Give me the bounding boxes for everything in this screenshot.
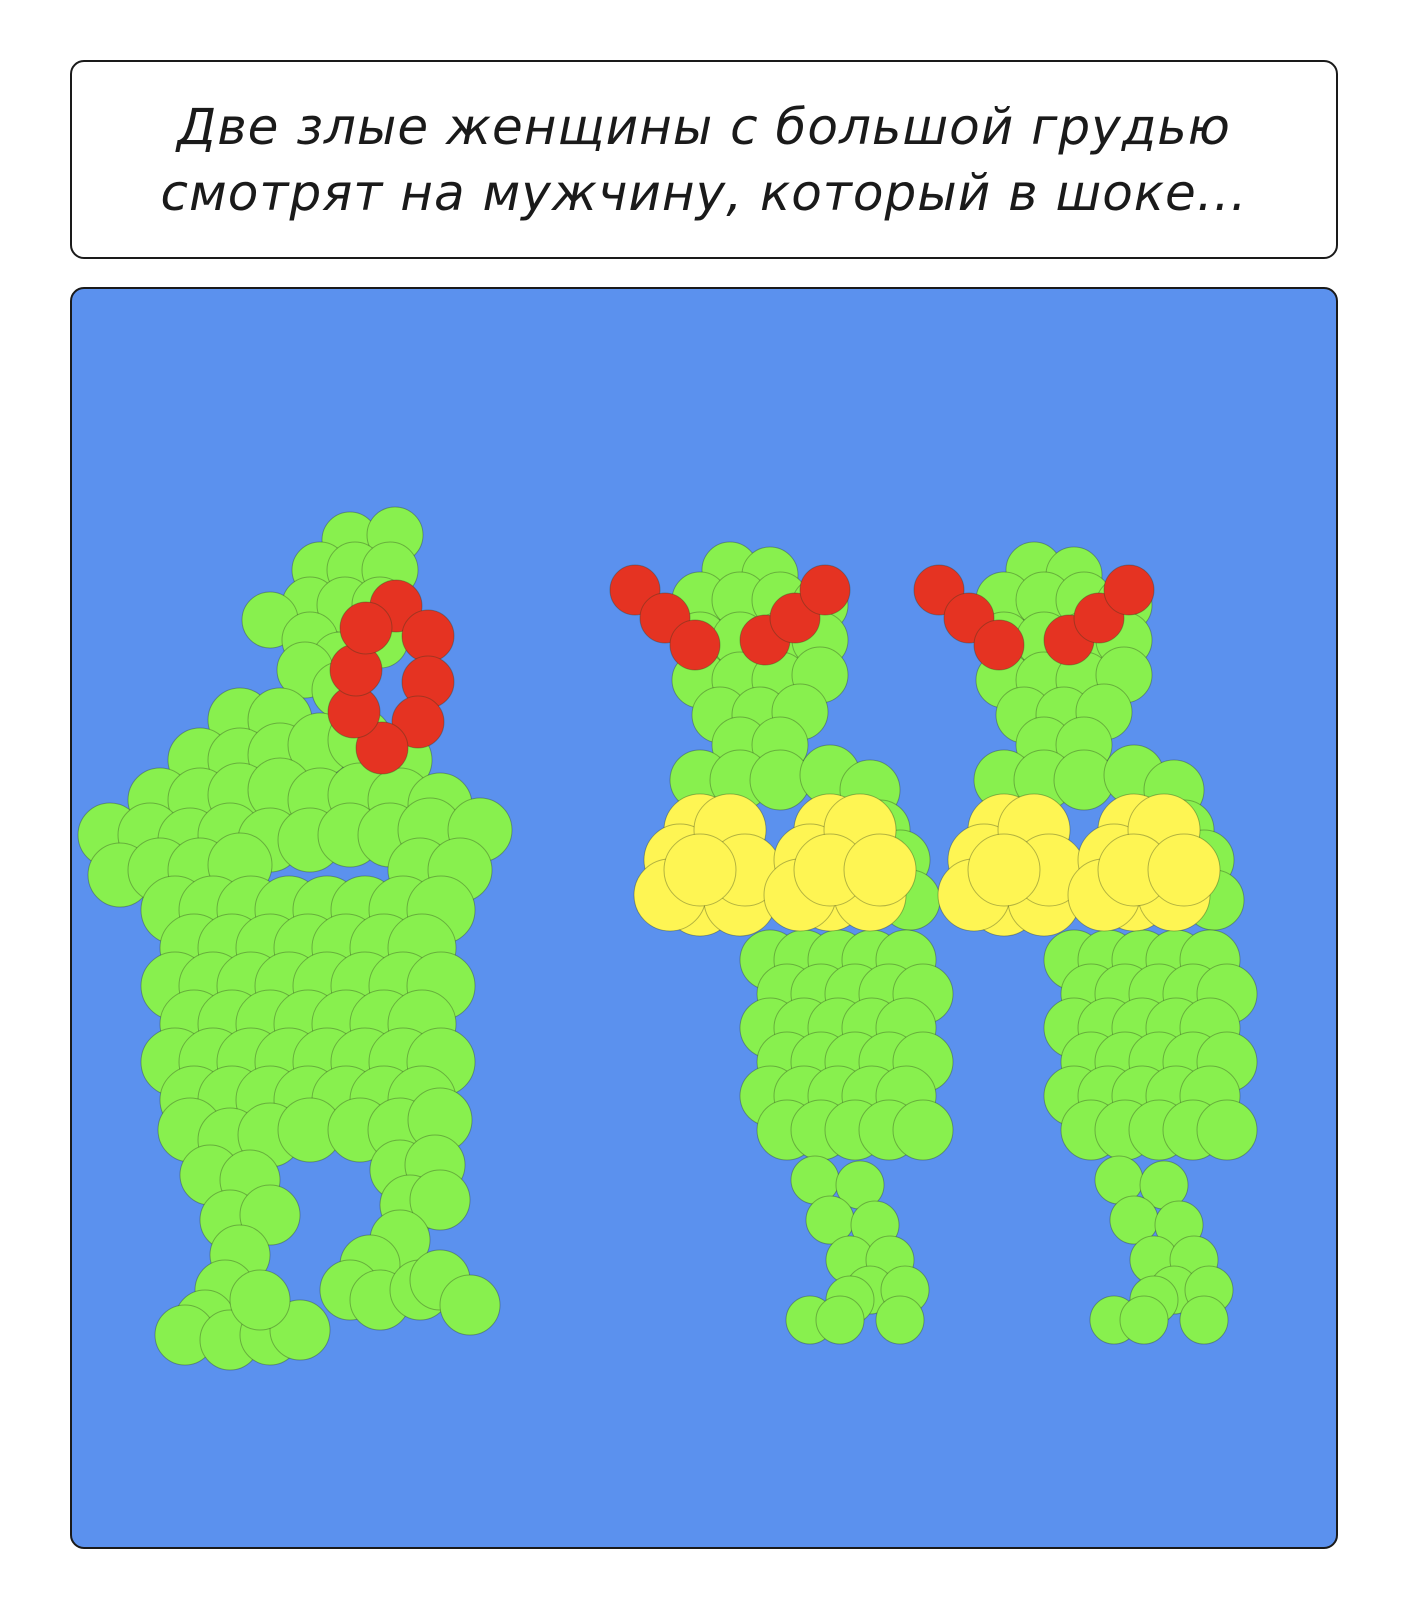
alarm-ring bbox=[391, 695, 445, 749]
angry-woman-right bbox=[913, 541, 1258, 1345]
body-blob bbox=[409, 1169, 471, 1231]
body-blob bbox=[439, 1274, 501, 1336]
body-blob bbox=[229, 1269, 291, 1331]
chest-cluster bbox=[1147, 833, 1221, 907]
caption-line-2: смотрят на мужчину, который в шоке... bbox=[160, 163, 1248, 222]
chest-cluster bbox=[967, 833, 1041, 907]
alarm-ring bbox=[355, 721, 409, 775]
alarm-ring bbox=[339, 601, 393, 655]
body-blob bbox=[1196, 1099, 1258, 1161]
angry-eyebrow bbox=[973, 619, 1025, 671]
caption-box: Две злые женщины с большой грудью смотря… bbox=[70, 60, 1338, 259]
angry-eyebrow bbox=[669, 619, 721, 671]
body-blob bbox=[1179, 1295, 1229, 1345]
body-blob bbox=[892, 1099, 954, 1161]
body-blob bbox=[1119, 1295, 1169, 1345]
angry-woman-left bbox=[609, 541, 954, 1345]
angry-eyebrow bbox=[1103, 564, 1155, 616]
shocked-man bbox=[77, 506, 513, 1371]
caption-line-1: Две злые женщины с большой грудью bbox=[177, 97, 1231, 156]
angry-eyebrow bbox=[799, 564, 851, 616]
body-blob bbox=[875, 1295, 925, 1345]
scene-panel bbox=[70, 287, 1338, 1549]
chest-cluster bbox=[843, 833, 917, 907]
alarm-ring bbox=[401, 609, 455, 663]
body-blob bbox=[815, 1295, 865, 1345]
chest-cluster bbox=[663, 833, 737, 907]
scene-svg bbox=[77, 506, 1258, 1371]
